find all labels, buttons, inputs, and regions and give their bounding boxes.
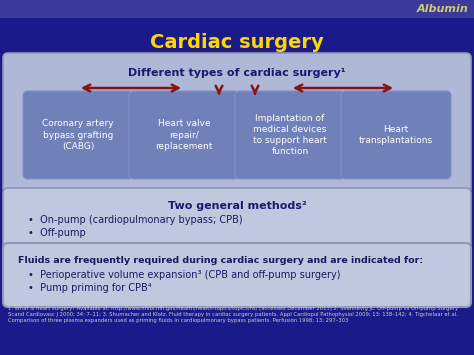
Text: Fluids are frequently required during cardiac surgery and are indicated for:: Fluids are frequently required during ca… bbox=[18, 256, 423, 265]
FancyBboxPatch shape bbox=[23, 91, 133, 179]
Text: Implantation of
medical devices
to support heart
function: Implantation of medical devices to suppo… bbox=[253, 114, 327, 156]
FancyBboxPatch shape bbox=[129, 91, 239, 179]
Text: 1. What is heart surgery? Available at: http://www.nhlbi.nih.gov/health/health-t: 1. What is heart surgery? Available at: … bbox=[8, 306, 458, 323]
Text: Cardiac surgery: Cardiac surgery bbox=[150, 33, 324, 53]
FancyBboxPatch shape bbox=[0, 0, 474, 18]
FancyBboxPatch shape bbox=[235, 91, 345, 179]
Text: Heart
transplantations: Heart transplantations bbox=[359, 125, 433, 145]
Text: Two general methods²: Two general methods² bbox=[168, 201, 306, 211]
FancyBboxPatch shape bbox=[3, 53, 471, 193]
Text: Albumin: Albumin bbox=[416, 4, 468, 14]
Text: •  On-pump (cardiopulmonary bypass; CPB): • On-pump (cardiopulmonary bypass; CPB) bbox=[28, 215, 243, 225]
Text: Different types of cardiac surgery¹: Different types of cardiac surgery¹ bbox=[128, 68, 346, 78]
Text: •  Pump priming for CPB⁴: • Pump priming for CPB⁴ bbox=[28, 283, 152, 293]
FancyBboxPatch shape bbox=[3, 188, 471, 248]
Text: Coronary artery
bypass grafting
(CABG): Coronary artery bypass grafting (CABG) bbox=[42, 119, 114, 151]
Text: •  Off-pump: • Off-pump bbox=[28, 228, 86, 238]
FancyBboxPatch shape bbox=[3, 243, 471, 307]
FancyBboxPatch shape bbox=[341, 91, 451, 179]
Text: •  Perioperative volume expansion³ (CPB and off-pump surgery): • Perioperative volume expansion³ (CPB a… bbox=[28, 270, 340, 280]
Text: Heart valve
repair/
replacement: Heart valve repair/ replacement bbox=[155, 119, 213, 151]
